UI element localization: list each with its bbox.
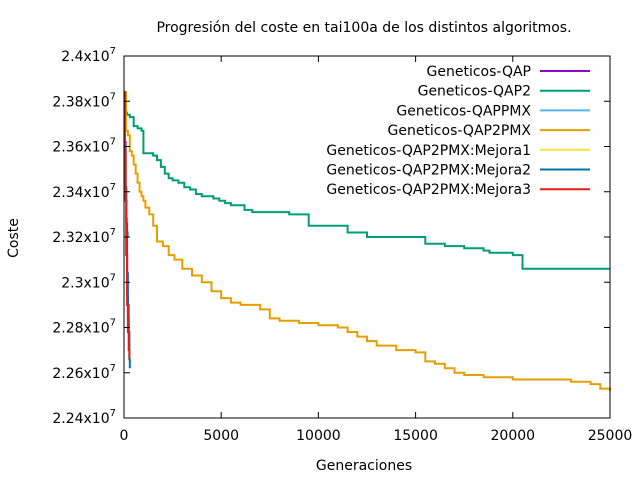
x-tick-label: 5000 bbox=[203, 428, 239, 444]
x-tick-label: 0 bbox=[120, 428, 129, 444]
x-tick-label: 15000 bbox=[393, 428, 438, 444]
legend: Geneticos-QAP Geneticos-QAP2 Geneticos-QAP… bbox=[326, 64, 590, 198]
x-tick-label: 25000 bbox=[588, 428, 633, 444]
legend-label: Geneticos-QAP2PMX:Mejora3 bbox=[326, 182, 531, 198]
series-line-2 bbox=[124, 91, 610, 270]
x-axis: 0 5000 10000 15000 20000 25000 bbox=[120, 56, 633, 444]
x-tick-label: 20000 bbox=[491, 428, 536, 444]
series-lines bbox=[123, 91, 611, 391]
legend-label: Geneticos-QAPPMX bbox=[396, 103, 531, 119]
y-axis: 2.24x107 2.26x107 2.28x107 2.3x107 2.32x107 2… bbox=[52, 46, 610, 427]
x-tick-label: 10000 bbox=[296, 428, 341, 444]
y-tick-label: 2.28x107 bbox=[52, 318, 116, 337]
legend-label: Geneticos-QAP2PMX:Mejora1 bbox=[326, 143, 531, 159]
series-line-7 bbox=[123, 91, 131, 360]
y-tick-label: 2.24x107 bbox=[52, 408, 116, 427]
y-tick-label: 2.3x107 bbox=[61, 272, 116, 291]
y-tick-label: 2.26x107 bbox=[52, 363, 116, 382]
y-tick-label: 2.34x107 bbox=[52, 182, 116, 201]
legend-label: Geneticos-QAP2 bbox=[418, 84, 531, 100]
y-tick-label: 2.4x107 bbox=[61, 46, 116, 65]
x-axis-label: Generaciones bbox=[316, 458, 412, 474]
y-tick-label: 2.32x107 bbox=[52, 227, 116, 246]
y-axis-label: Coste bbox=[6, 218, 22, 258]
legend-label: Geneticos-QAP bbox=[427, 64, 532, 80]
legend-label: Geneticos-QAP2PMX bbox=[387, 123, 531, 139]
chart-title: Progresión del coste en tai100a de los d… bbox=[156, 20, 571, 36]
series-line-4 bbox=[124, 91, 611, 391]
y-tick-label: 2.36x107 bbox=[52, 137, 116, 156]
legend-label: Geneticos-QAP2PMX:Mejora2 bbox=[326, 163, 531, 179]
y-tick-label: 2.38x107 bbox=[52, 91, 116, 110]
